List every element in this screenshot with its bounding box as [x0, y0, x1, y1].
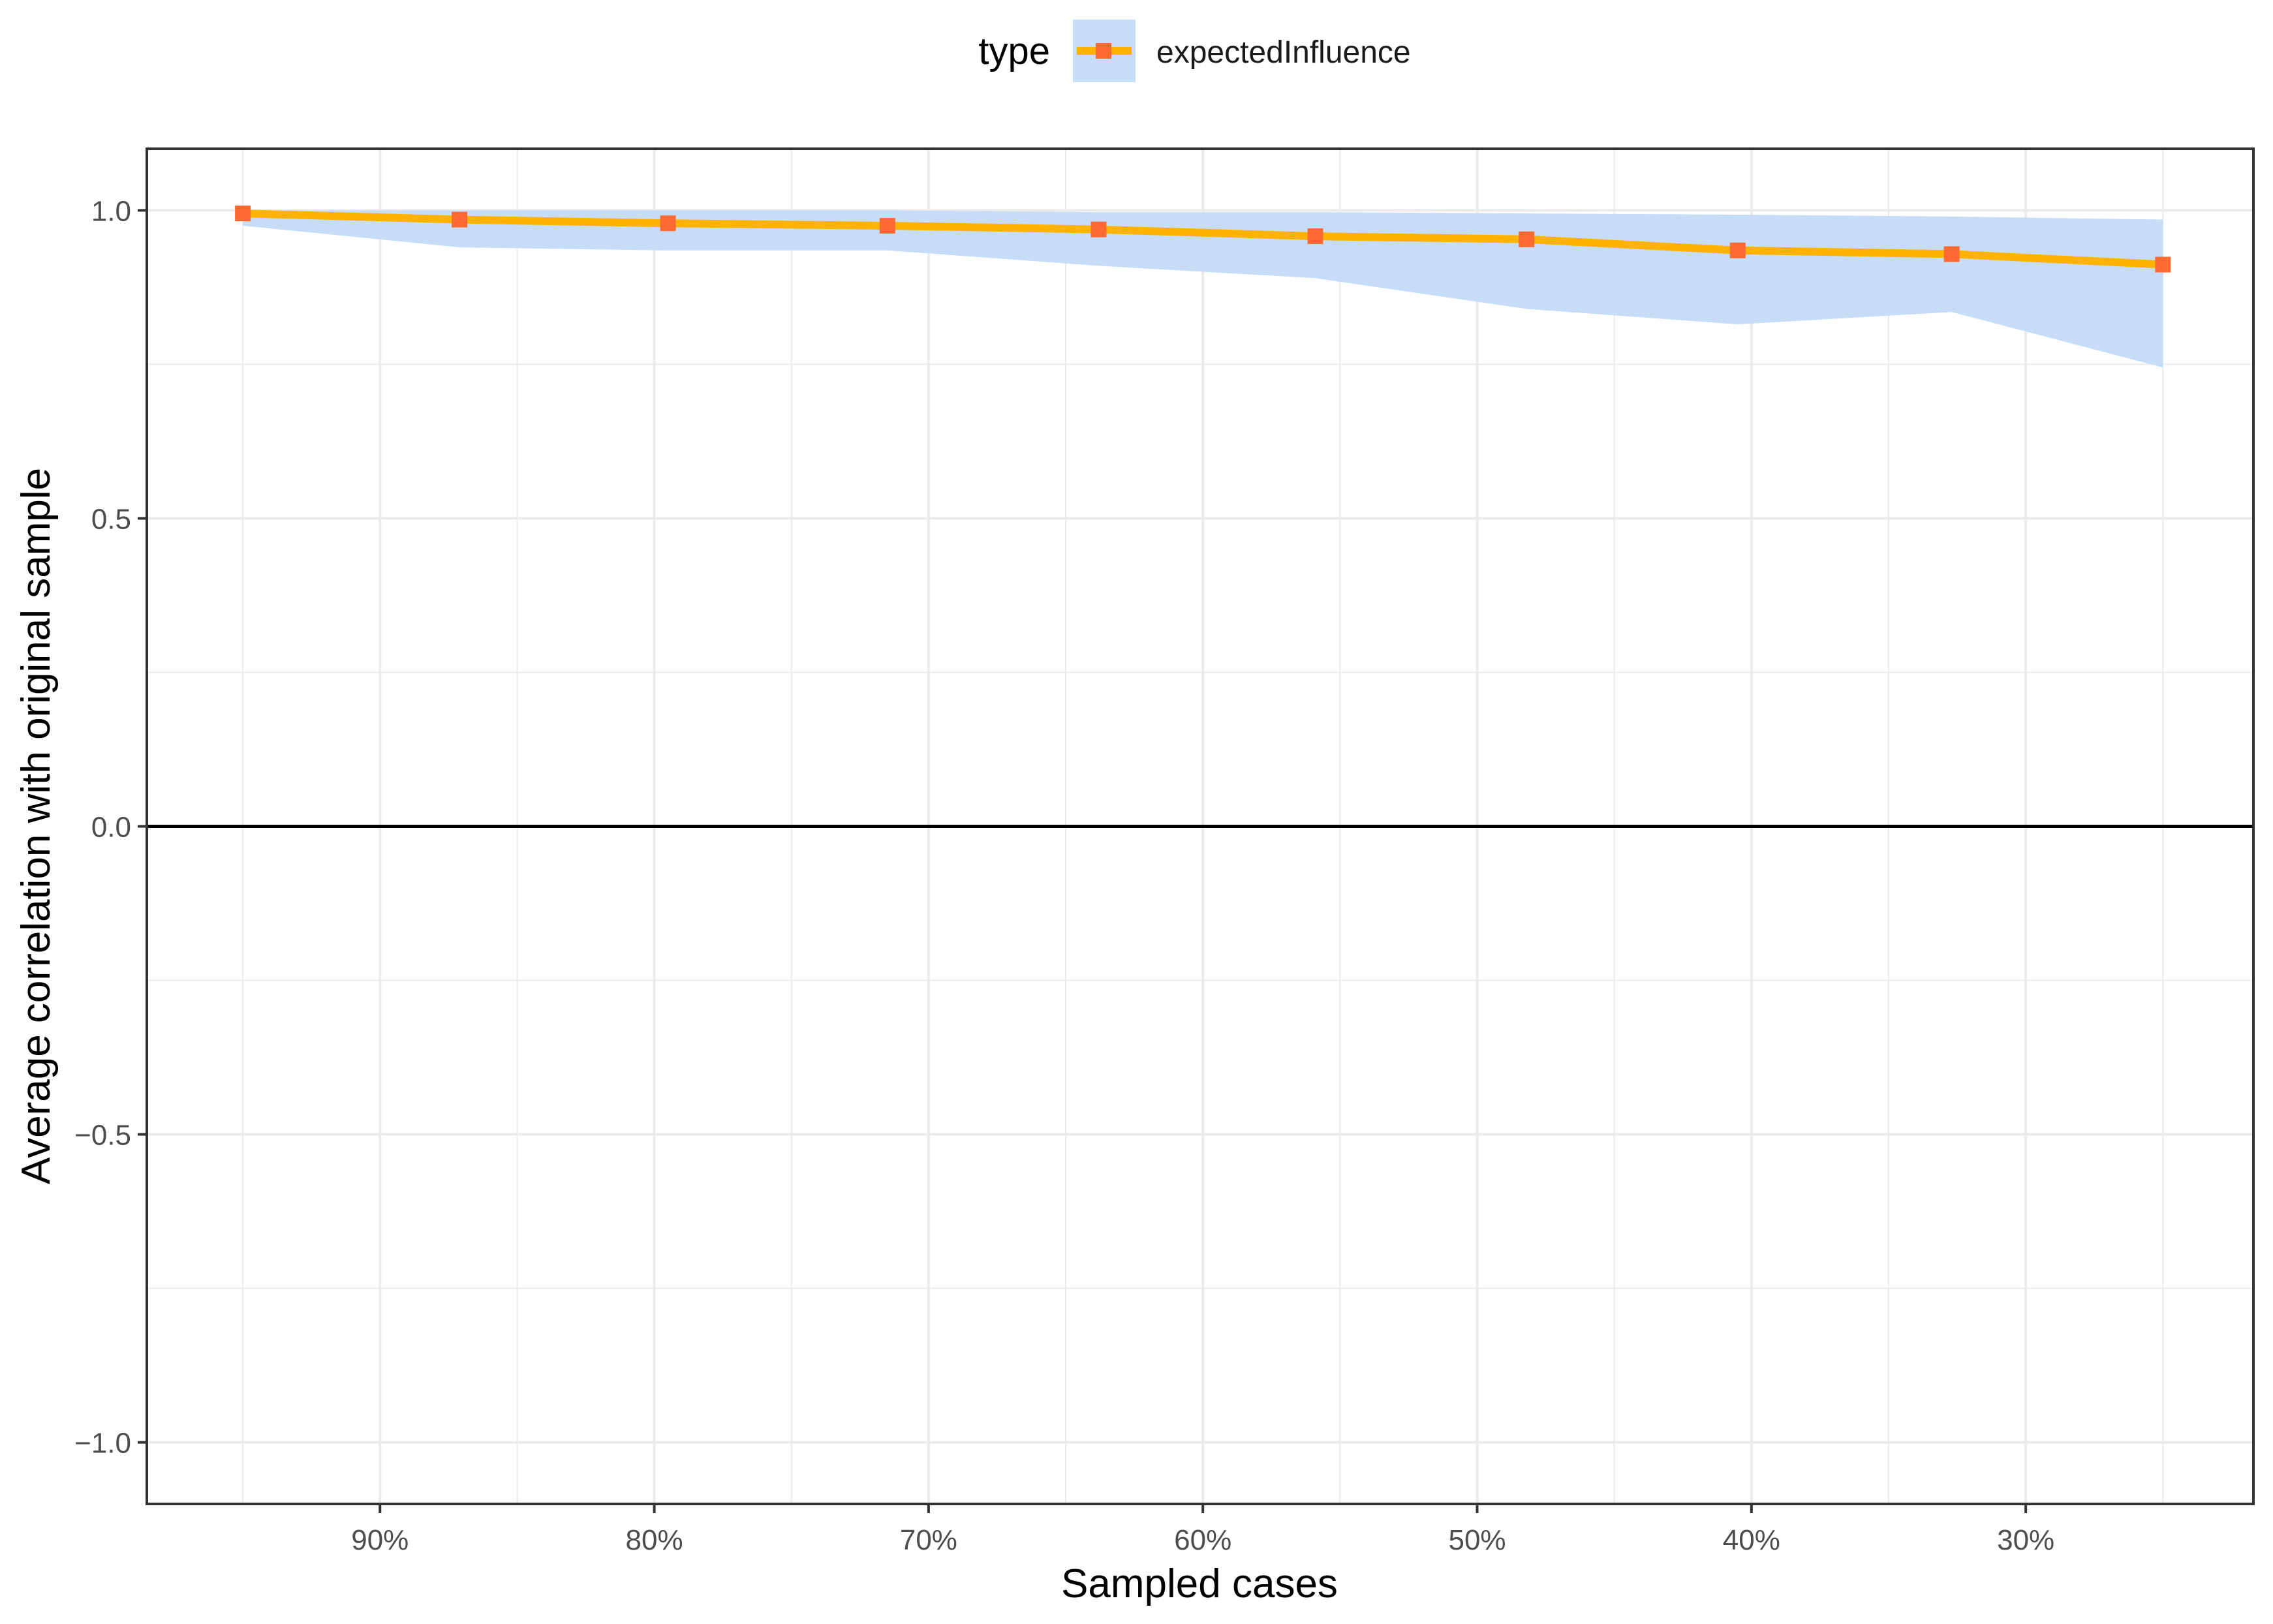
y-tick-label: −1.0	[74, 1428, 131, 1460]
y-axis-title: Average correlation with original sample	[14, 468, 59, 1184]
y-tick-label: 1.0	[91, 195, 131, 227]
plot-area: 1.0 0.5 0.0 −0.5 −1.0 90% 80% 70% 60% 50% 40% 30%	[74, 147, 2255, 1556]
data-point	[1307, 228, 1323, 245]
x-tick-label: 50%	[1448, 1524, 1506, 1556]
x-tick-label: 60%	[1174, 1524, 1231, 1556]
legend-title: type	[978, 30, 1050, 72]
data-point	[452, 211, 468, 228]
legend-key-point	[1096, 43, 1111, 59]
data-point	[1943, 246, 1960, 262]
legend-entry-expectedinfluence: expectedInfluence	[1156, 35, 1411, 70]
x-tick-label: 40%	[1723, 1524, 1780, 1556]
y-tick-label: 0.0	[91, 812, 131, 844]
data-point	[235, 206, 251, 222]
series-line-expectedinfluence	[239, 209, 2167, 269]
data-point	[1519, 231, 1535, 247]
data-point	[879, 218, 895, 234]
x-tick-label: 90%	[351, 1524, 409, 1556]
data-point	[2155, 256, 2171, 273]
x-tick-label: 30%	[1997, 1524, 2054, 1556]
x-axis-title: Sampled cases	[1061, 1561, 1338, 1606]
y-tick-label: −0.5	[74, 1120, 131, 1152]
data-point	[660, 215, 676, 232]
x-tick-label: 80%	[626, 1524, 683, 1556]
data-point	[1090, 221, 1107, 237]
legend: type expectedInfluence	[978, 20, 1411, 82]
data-point	[1729, 242, 1746, 258]
x-tick-label: 70%	[900, 1524, 957, 1556]
y-tick-label: 0.5	[91, 503, 131, 535]
